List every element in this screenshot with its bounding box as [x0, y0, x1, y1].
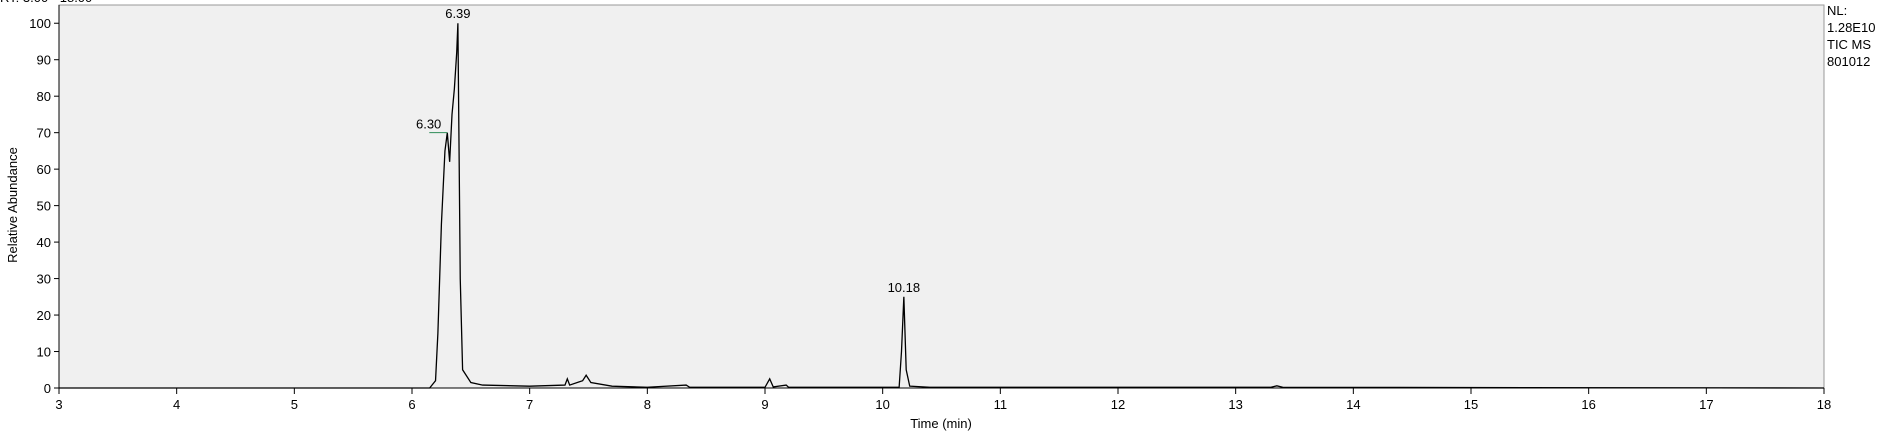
peak-label: 6.30: [416, 117, 441, 132]
info-text: NL:: [1827, 3, 1847, 18]
plot-area: [58, 4, 1825, 389]
y-tick-label: 50: [37, 199, 51, 214]
x-tick-label: 8: [644, 397, 651, 412]
x-tick-label: 16: [1581, 397, 1595, 412]
y-axis-label: Relative Abundance: [5, 147, 20, 263]
x-tick-label: 10: [875, 397, 889, 412]
peak-label: 10.18: [888, 280, 921, 295]
x-tick-label: 14: [1346, 397, 1360, 412]
y-tick-label: 40: [37, 235, 51, 250]
y-tick-label: 90: [37, 53, 51, 68]
y-tick-label: 80: [37, 89, 51, 104]
x-tick-label: 9: [761, 397, 768, 412]
x-axis-label: Time (min): [910, 416, 972, 431]
info-text: 1.28E10: [1827, 20, 1875, 35]
info-text: TIC MS: [1827, 37, 1871, 52]
x-tick-label: 6: [408, 397, 415, 412]
y-tick-label: 10: [37, 345, 51, 360]
info-text: 801012: [1827, 54, 1870, 69]
x-tick-label: 4: [173, 397, 180, 412]
y-tick-label: 70: [37, 126, 51, 141]
x-tick-label: 7: [526, 397, 533, 412]
y-tick-label: 30: [37, 272, 51, 287]
x-tick-label: 17: [1699, 397, 1713, 412]
x-tick-label: 15: [1464, 397, 1478, 412]
y-tick-label: 20: [37, 308, 51, 323]
peak-label: 6.39: [445, 6, 470, 21]
x-tick-label: 3: [55, 397, 62, 412]
y-tick-label: 60: [37, 162, 51, 177]
x-tick-label: 11: [994, 397, 1008, 412]
x-tick-label: 5: [291, 397, 298, 412]
x-tick-label: 12: [1111, 397, 1125, 412]
trace: [59, 23, 1825, 389]
x-tick-label: 18: [1817, 397, 1831, 412]
y-tick-label: 0: [44, 381, 51, 396]
y-tick-label: 100: [29, 16, 51, 31]
header: RT: 3.00 - 18.00: [0, 0, 92, 5]
x-tick-label: 13: [1228, 397, 1242, 412]
